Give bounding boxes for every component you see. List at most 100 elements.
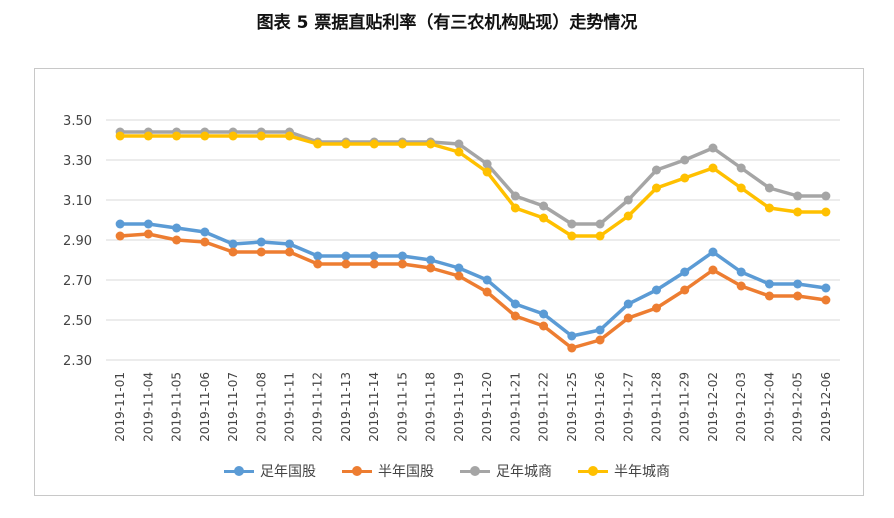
data-point	[567, 343, 577, 353]
data-point	[482, 275, 492, 285]
x-tick-label: 2019-11-13	[339, 372, 353, 442]
x-tick-label: 2019-11-12	[311, 372, 325, 442]
x-tick-label: 2019-12-05	[791, 372, 805, 442]
legend-item: 足年城商	[460, 461, 552, 481]
data-point	[115, 131, 125, 141]
data-point	[680, 267, 690, 277]
data-point	[510, 191, 520, 201]
x-tick-label: 2019-11-20	[480, 372, 494, 442]
legend-item: 半年城商	[578, 461, 670, 481]
data-point	[482, 167, 492, 177]
x-tick-label: 2019-11-14	[367, 372, 381, 442]
data-point	[510, 311, 520, 321]
chart-frame	[34, 68, 864, 496]
data-point	[652, 285, 661, 295]
data-point	[454, 271, 464, 281]
data-point	[426, 263, 436, 273]
data-point	[200, 131, 210, 141]
y-tick-label: 2.70	[63, 274, 92, 289]
data-point	[426, 255, 436, 265]
data-point	[567, 231, 577, 241]
data-point	[510, 203, 520, 213]
data-point	[341, 251, 351, 261]
data-point	[172, 235, 182, 245]
x-tick-label: 2019-11-05	[170, 372, 184, 442]
data-point	[623, 211, 633, 221]
data-point	[567, 331, 577, 341]
data-point	[369, 139, 379, 149]
x-tick-label: 2019-11-19	[452, 372, 466, 442]
legend-label: 半年国股	[378, 464, 434, 480]
data-point	[623, 195, 633, 205]
data-point	[115, 219, 125, 229]
x-tick-label: 2019-11-22	[537, 372, 551, 442]
data-point	[567, 219, 577, 229]
y-tick-label: 3.10	[63, 194, 92, 209]
data-point	[680, 155, 690, 165]
data-point	[595, 219, 605, 229]
data-point	[115, 231, 125, 241]
data-point	[736, 163, 746, 173]
y-tick-label: 3.30	[63, 154, 92, 169]
legend-item: 足年国股	[224, 461, 316, 481]
data-point	[793, 207, 803, 217]
x-tick-label: 2019-11-07	[226, 372, 240, 442]
x-tick-label: 2019-11-26	[593, 372, 607, 442]
data-point	[510, 299, 520, 309]
data-point	[172, 223, 182, 233]
x-tick-label: 2019-11-29	[678, 372, 692, 442]
data-point	[623, 313, 633, 323]
data-point	[285, 247, 294, 257]
data-point	[256, 131, 266, 141]
series-line	[118, 232, 828, 350]
data-point	[793, 279, 803, 289]
x-tick-label: 2019-11-28	[650, 372, 664, 442]
data-point	[228, 239, 238, 249]
data-point	[285, 131, 294, 141]
data-point	[764, 183, 774, 193]
data-point	[256, 247, 266, 257]
data-point	[652, 303, 661, 313]
x-tick-label: 2019-12-03	[734, 372, 748, 442]
data-point	[680, 285, 690, 295]
data-point	[143, 219, 153, 229]
data-point	[708, 265, 718, 275]
data-point	[595, 325, 605, 335]
data-point	[708, 163, 718, 173]
legend-label: 半年城商	[614, 464, 670, 480]
data-point	[341, 139, 351, 149]
data-point	[708, 247, 718, 257]
legend-swatch	[578, 465, 608, 477]
data-point	[764, 203, 774, 213]
data-point	[313, 251, 323, 261]
data-point	[764, 291, 774, 301]
x-tick-label: 2019-11-04	[141, 372, 155, 442]
x-tick-label: 2019-11-18	[424, 372, 438, 442]
data-point	[708, 143, 718, 153]
x-tick-label: 2019-11-27	[621, 372, 635, 442]
legend-item: 半年国股	[342, 461, 434, 481]
data-point	[256, 237, 266, 247]
y-tick-label: 2.30	[63, 354, 92, 369]
data-point	[482, 159, 492, 169]
legend-label: 足年城商	[496, 464, 552, 480]
data-point	[821, 295, 831, 305]
data-point	[397, 251, 407, 261]
data-point	[482, 287, 492, 297]
data-point	[623, 299, 633, 309]
data-point	[793, 291, 803, 301]
data-point	[369, 251, 379, 261]
data-point	[539, 309, 549, 319]
data-point	[397, 259, 407, 269]
data-point	[454, 263, 464, 273]
y-tick-label: 2.50	[63, 314, 92, 329]
series-line	[118, 222, 828, 338]
x-tick-label: 2019-11-21	[508, 372, 522, 442]
data-point	[821, 191, 831, 201]
data-point	[313, 259, 323, 269]
data-point	[341, 259, 351, 269]
x-tick-label: 2019-11-01	[113, 372, 127, 442]
x-tick-label: 2019-11-25	[565, 372, 579, 442]
x-tick-label: 2019-11-15	[395, 372, 409, 442]
data-point	[397, 139, 407, 149]
